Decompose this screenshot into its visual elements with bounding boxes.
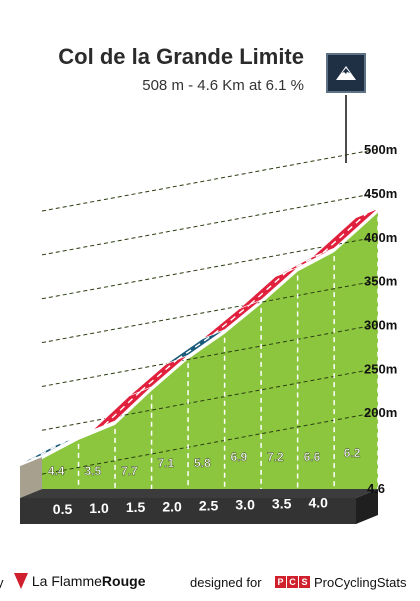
altitude-tick-label: 450m [364,186,397,201]
road-centre-line [140,359,178,392]
altitude-tick-label: 300m [364,317,397,332]
road-centre-line [249,271,288,305]
altitude-gridline [41,192,379,256]
gradient-label: 6.9 [231,450,248,464]
brand-prefix: La Flamme [31,573,102,589]
gradient-label: 3.5 [84,464,101,478]
gradient-label: 6.2 [344,446,361,460]
pcs-letter: P [275,576,286,588]
pcs-letter: C [287,576,298,588]
gradient-label: 6.6 [304,450,321,464]
altitude-tick-label: 350m [364,274,397,289]
profile-fill-area [42,212,378,489]
brand-suffix: Rouge [101,573,146,589]
road-segment [311,208,379,258]
gradient-label: 7.2 [267,450,284,464]
distance-band [20,498,356,524]
km-tick-label: 4.6 [367,481,385,496]
procyclingstats-name: ProCyclingStats [314,575,407,590]
page-title: Col de la Grande Limite [58,44,304,69]
road-centre-line [213,303,251,335]
gradient-label: 7.1 [157,456,174,470]
profile-side-wall [20,457,42,498]
km-tick-label: 0.5 [53,501,73,517]
altitude-gridline [41,411,379,475]
km-tick-label: 3.0 [235,497,255,513]
km-tick-label: 3.5 [272,496,292,512]
road-centre-line [322,212,368,254]
pcs-letter: S [299,576,310,588]
gradient-label: 4.4 [48,464,65,478]
road-centre-line [286,252,324,273]
altitude-gridline [41,367,379,431]
elevation-profile-chart: 500m 450m 400m 350m 300m 250m 200m 4.4 3.5 7.7 7.1… [19,95,397,524]
gradient-label: 5.8 [194,456,211,470]
altitude-gridline [41,148,379,212]
footer-fragment: y [0,575,4,590]
altitude-tick-label: 250m [364,361,397,376]
road-centre-line [103,390,142,426]
red-flag-icon [14,573,28,589]
altitude-gridline [41,236,379,300]
altitude-tick-label: 500m [364,142,397,157]
altitude-tick-label: 400m [364,230,397,245]
altitude-gridline [41,280,379,344]
distance-band-side [356,489,378,524]
km-tick-label: 1.0 [89,500,109,516]
km-tick-label: 1.5 [126,499,146,515]
designed-for-text: designed for [190,575,262,590]
altitude-gridline [41,323,379,387]
laflammerouge-logo: La FlammeRouge [14,573,145,589]
gradient-label: 7.7 [121,464,138,478]
mountain-icon [326,53,366,93]
km-tick-label: 4.0 [308,495,328,511]
climb-summary: 508 m - 4.6 Km at 6.1 % [142,77,304,94]
distance-band-top [20,489,378,498]
km-tick-label: 2.0 [162,498,182,514]
road-centre-line [30,439,68,461]
road-centre-line [176,333,215,361]
altitude-tick-label: 200m [364,405,397,420]
km-tick-label: 2.5 [199,497,219,513]
mountain-icon-graphic [336,66,356,80]
